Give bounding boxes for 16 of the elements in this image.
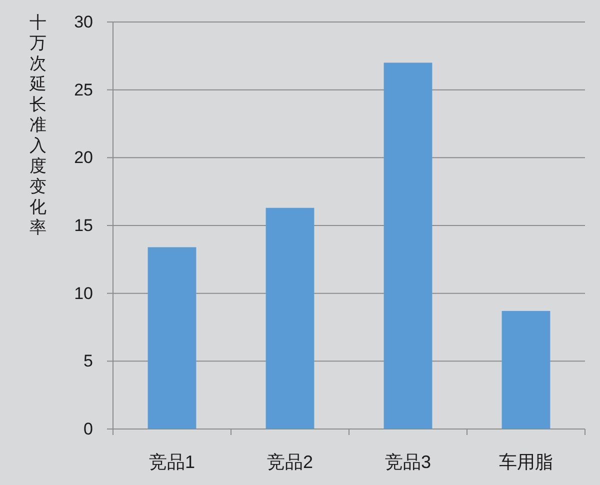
bar bbox=[502, 310, 550, 429]
text: 十万次延长准入度变化率 bbox=[30, 13, 46, 237]
y-tick-label: 20 bbox=[74, 148, 93, 168]
bar bbox=[148, 247, 196, 429]
bar bbox=[266, 208, 314, 429]
y-tick-label: 0 bbox=[84, 420, 93, 438]
x-tick-label: 竞品2 bbox=[266, 452, 314, 472]
y-tick-label: 15 bbox=[74, 216, 93, 235]
x-tick-label: 竞品3 bbox=[384, 452, 432, 472]
y-tick-label: 25 bbox=[74, 80, 93, 100]
y-tick-label: 10 bbox=[74, 284, 93, 303]
bar bbox=[384, 62, 432, 429]
y-tick-label: 5 bbox=[84, 352, 93, 371]
x-tick-label: 竞品1 bbox=[148, 452, 196, 472]
y-tick-label: 30 bbox=[74, 12, 93, 32]
x-tick-label: 车用脂 bbox=[499, 452, 553, 472]
